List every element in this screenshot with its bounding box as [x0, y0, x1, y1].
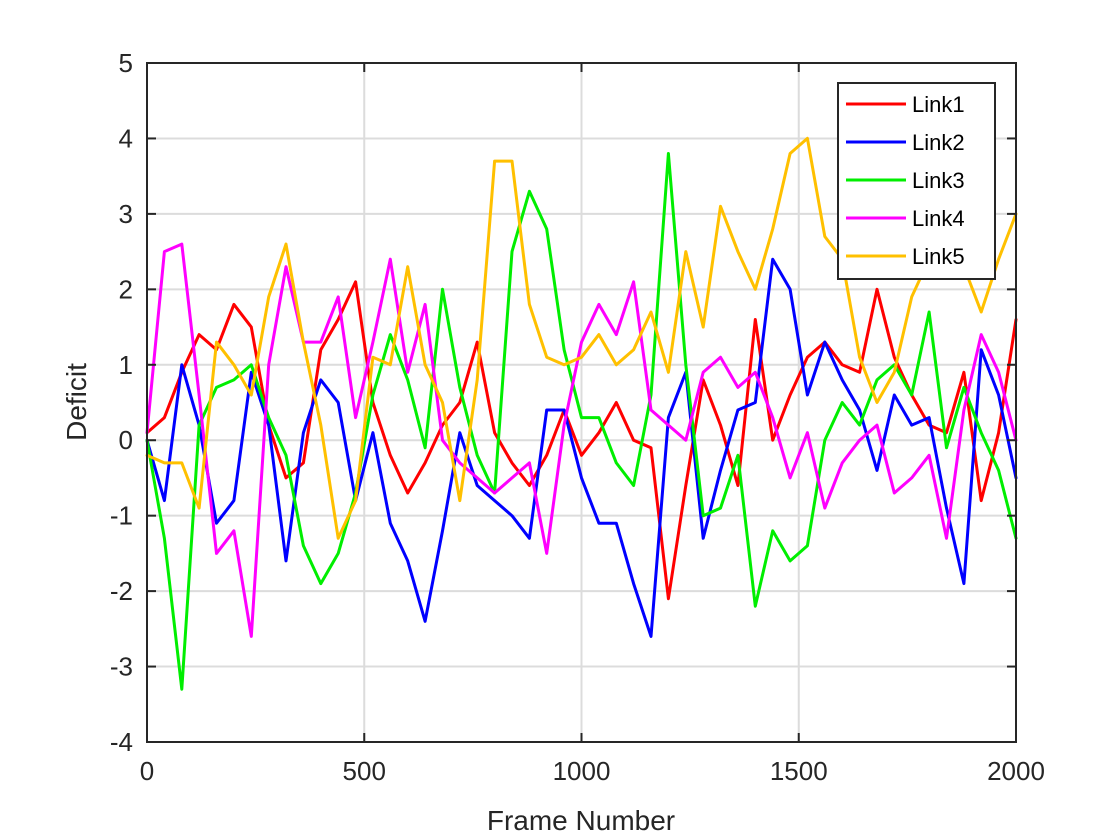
x-tick-label: 1500	[770, 756, 828, 786]
y-tick-label: 5	[119, 48, 133, 78]
y-tick-label: 0	[119, 425, 133, 455]
series-line-link3	[145, 152, 1018, 691]
x-tick-label: 2000	[987, 756, 1045, 786]
x-tick-label: 500	[343, 756, 386, 786]
legend-label-link4: Link4	[912, 206, 965, 231]
legend-label-link5: Link5	[912, 244, 965, 269]
series-line-link5	[145, 136, 1018, 540]
plot-series-group	[145, 136, 1018, 691]
legend: Link1 Link2 Link3 Link4 Link5	[837, 82, 996, 280]
y-tick-label: -3	[110, 652, 133, 682]
x-tick-label: 0	[140, 756, 154, 786]
y-tick-label: 4	[119, 123, 133, 153]
series-line-link2	[145, 257, 1018, 638]
y-tick-label: 3	[119, 199, 133, 229]
x-tick-label: 1000	[553, 756, 611, 786]
y-axis-title: Deficit	[61, 363, 92, 441]
series-line-link1	[145, 280, 1018, 601]
series-line-link4	[145, 242, 1018, 638]
y-tick-label: -1	[110, 501, 133, 531]
x-axis-title: Frame Number	[487, 805, 675, 836]
axis-ticks: 0 500 1000 1500 2000 -4 -3 -2 -1 0 1 2 3 4 5	[110, 48, 1045, 786]
legend-label-link3: Link3	[912, 168, 965, 193]
legend-label-link2: Link2	[912, 130, 965, 155]
y-tick-label: 2	[119, 274, 133, 304]
y-tick-label: 1	[119, 350, 133, 380]
legend-label-link1: Link1	[912, 92, 965, 117]
y-tick-label: -2	[110, 576, 133, 606]
y-tick-label: -4	[110, 727, 133, 757]
